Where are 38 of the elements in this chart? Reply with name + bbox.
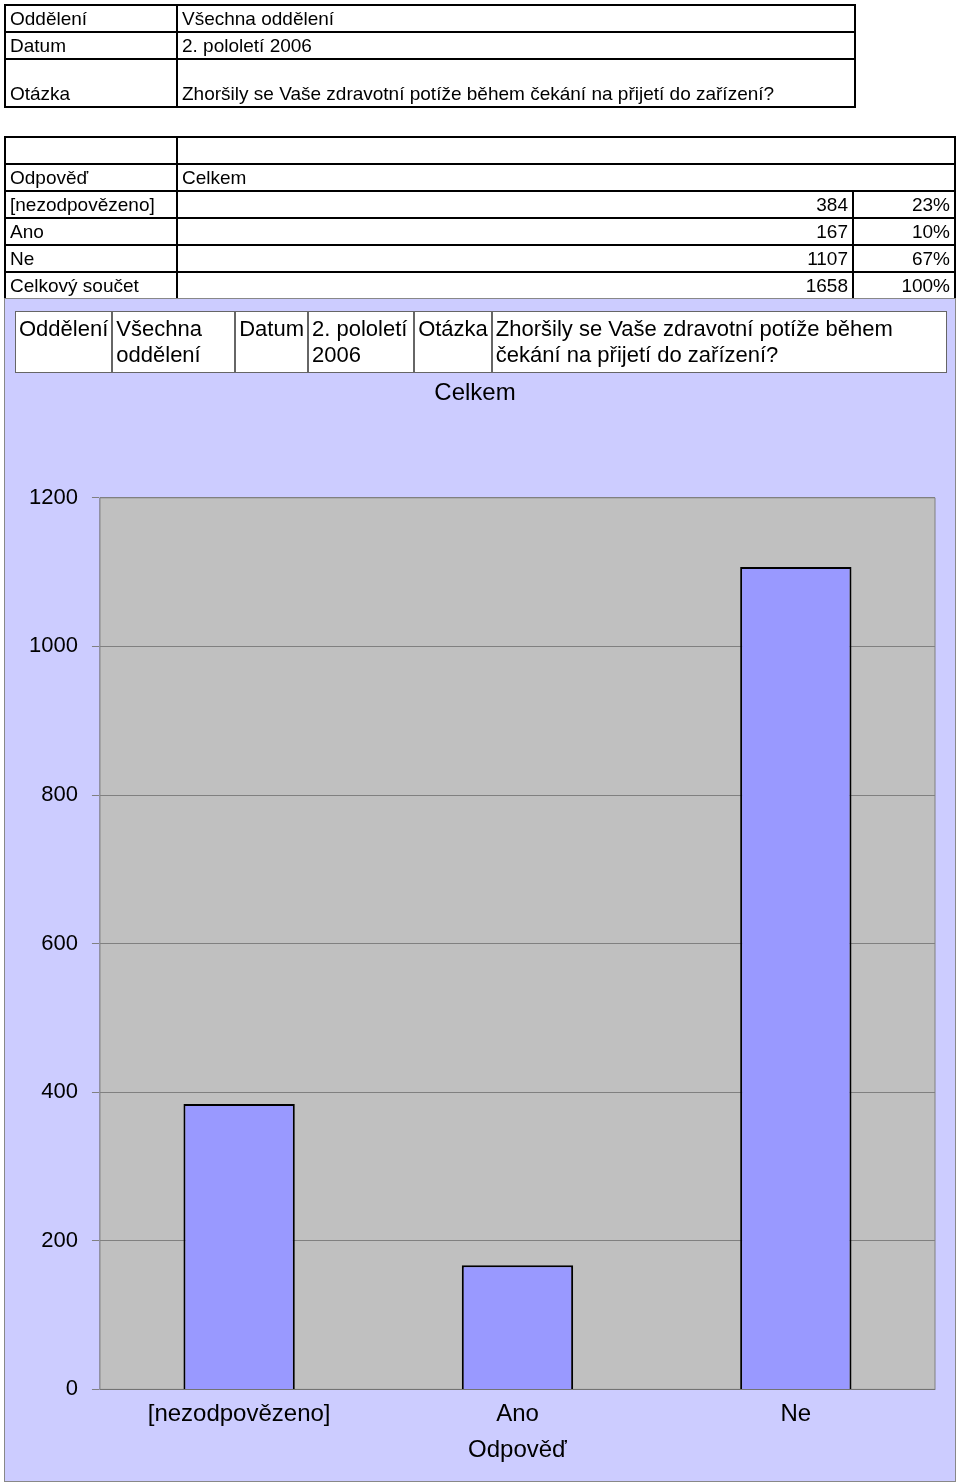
y-tick-label: 400 [41,1078,78,1104]
text: Celkový součet [5,272,177,299]
y-tick-label: 1200 [28,483,78,509]
text: 23% [853,191,955,218]
x-tick-label: Ano [496,1399,539,1427]
y-tick-label: 200 [41,1226,78,1252]
text: Oddělení [15,311,113,373]
y-tick-label: 800 [41,781,78,807]
text: Celkem [177,164,955,191]
x-axis-title: Odpověď [468,1435,568,1463]
y-tick-label: 1000 [28,632,78,658]
text: 1107 [177,245,853,272]
text: Datum [10,34,66,56]
text: 167 [177,218,853,245]
text: 2. pololetí 2006 [307,311,415,373]
x-tick-label: [nezodpovězeno] [147,1399,331,1427]
text: Odpověď [5,164,177,191]
text: 10% [853,218,955,245]
text: Zhoršily se Vaše zdravotní potíže během čekání na přijetí do zařízení? [491,311,948,373]
text: Zhoršily se Vaše zdravotní potíže během čekání na přijetí do zařízení? [182,83,775,104]
text: Oddělení [10,7,88,29]
category-label: Ne [10,247,35,269]
y-tick-label: 0 [65,1375,78,1401]
text: Otázka [414,311,492,373]
text: 2. pololetí 2006 [182,34,312,56]
text: Otázka [10,83,71,104]
text: 67% [853,245,955,272]
x-tick-label: Ne [780,1399,812,1427]
text: 100% [853,272,955,299]
text: Datum [235,311,308,373]
y-tick-label: 600 [41,929,78,955]
chart-title: Celkem [434,378,516,406]
category-label: Ano [10,220,44,242]
text: 1658 [177,272,853,299]
text: 384 [177,191,853,218]
text: Všechna oddělení [112,311,236,373]
category-label: [nezodpovězeno] [10,193,155,215]
text: Všechna oddělení [182,7,335,29]
